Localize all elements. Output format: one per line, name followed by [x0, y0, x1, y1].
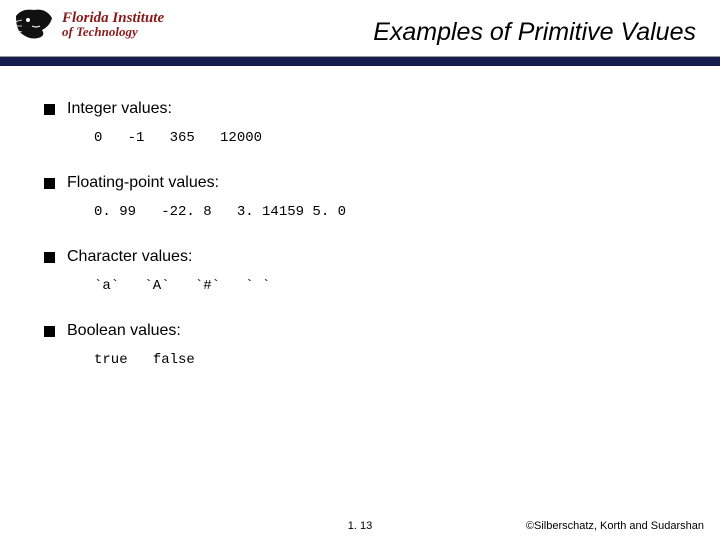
institution-text: Florida Institute of Technology [62, 11, 164, 38]
code-float: 0. 99 -22. 8 3. 14159 5. 0 [94, 204, 684, 220]
square-bullet-icon [44, 326, 55, 337]
slide-header: Florida Institute of Technology Examples… [0, 0, 720, 60]
bullet-label: Integer values: [67, 100, 172, 118]
bullet-float: Floating-point values: [44, 174, 684, 192]
square-bullet-icon [44, 178, 55, 189]
bullet-label: Boolean values: [67, 322, 181, 340]
square-bullet-icon [44, 252, 55, 263]
institution-line2: of Technology [62, 25, 164, 38]
code-integer: 0 -1 365 12000 [94, 130, 684, 146]
bullet-bool: Boolean values: [44, 322, 684, 340]
title-rule [0, 56, 720, 66]
slide-title: Examples of Primitive Values [373, 18, 696, 47]
bullet-char: Character values: [44, 248, 684, 266]
square-bullet-icon [44, 104, 55, 115]
page-number: 1. 13 [348, 520, 372, 532]
code-char: `a` `A` `#` ` ` [94, 278, 684, 294]
institution-logo: Florida Institute of Technology [12, 6, 164, 42]
copyright-text: ©Silberschatz, Korth and Sudarshan [526, 520, 704, 532]
bullet-integer: Integer values: [44, 100, 684, 118]
panther-icon [12, 6, 56, 42]
bullet-label: Floating-point values: [67, 174, 219, 192]
slide-content: Integer values: 0 -1 365 12000 Floating-… [44, 100, 684, 368]
bullet-label: Character values: [67, 248, 192, 266]
code-bool: true false [94, 352, 684, 368]
